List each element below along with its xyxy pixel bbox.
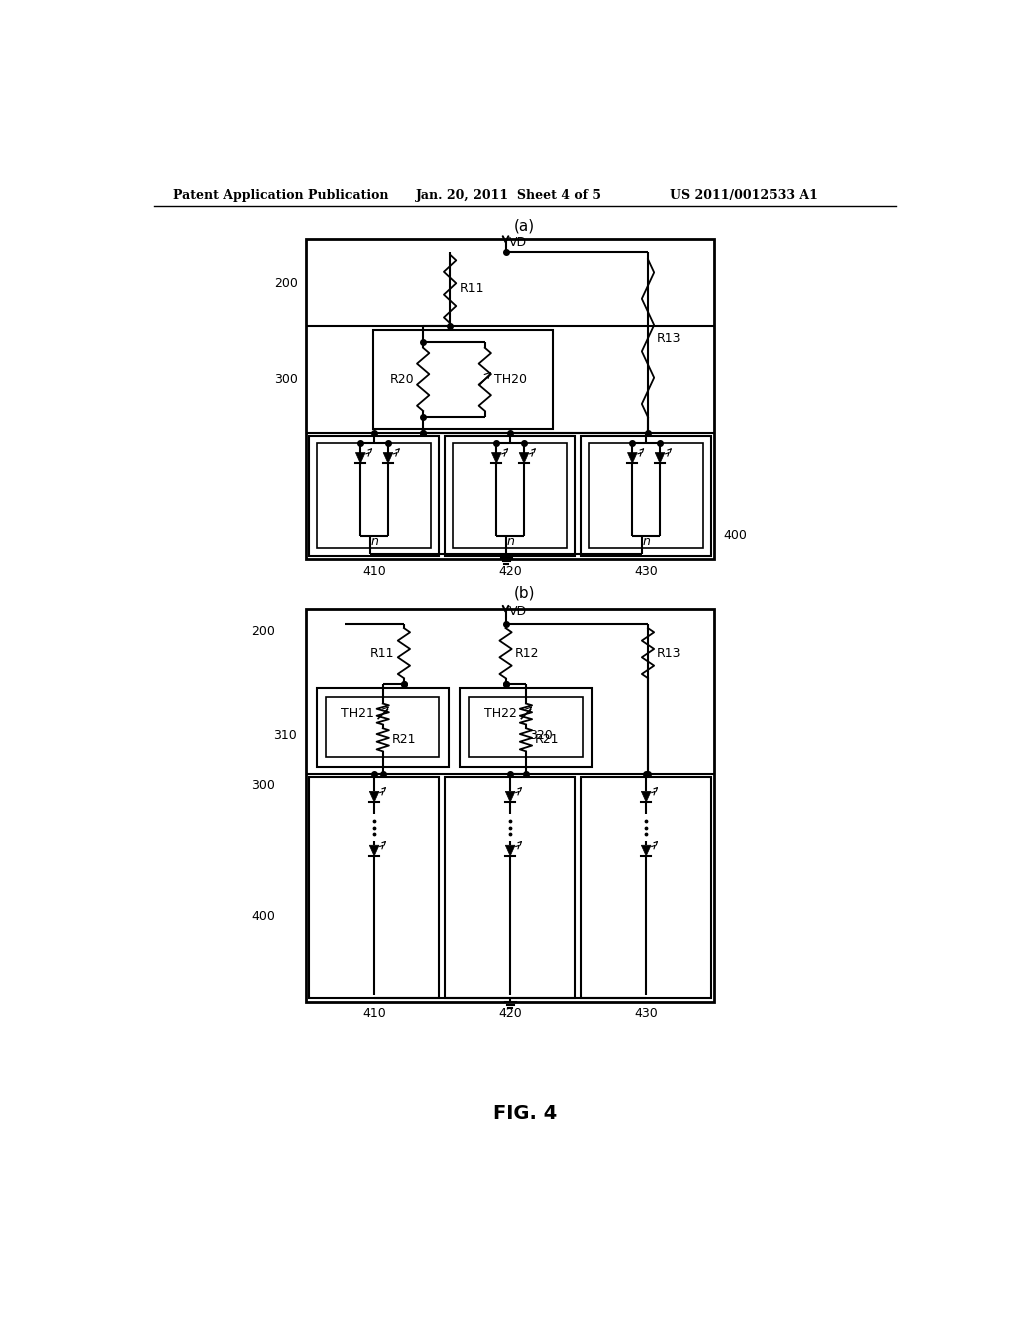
Text: VD: VD xyxy=(509,236,527,249)
Text: 400: 400 xyxy=(724,529,748,543)
Text: 300: 300 xyxy=(274,372,298,385)
Text: R11: R11 xyxy=(370,647,394,660)
Text: 410: 410 xyxy=(362,565,386,578)
Text: 430: 430 xyxy=(634,1007,658,1020)
Text: 200: 200 xyxy=(252,626,275,639)
Bar xyxy=(373,330,553,429)
Bar xyxy=(460,688,592,767)
Bar xyxy=(309,777,439,998)
Text: 420: 420 xyxy=(499,1007,522,1020)
Text: R21: R21 xyxy=(536,734,560,746)
Text: R20: R20 xyxy=(389,372,414,385)
Text: 430: 430 xyxy=(634,565,658,578)
Polygon shape xyxy=(628,453,637,463)
Bar xyxy=(582,436,711,556)
Text: 410: 410 xyxy=(362,1007,386,1020)
Bar xyxy=(445,777,575,998)
Text: n: n xyxy=(506,536,514,548)
Text: R13: R13 xyxy=(657,331,682,345)
Text: R21: R21 xyxy=(392,734,417,746)
Text: 310: 310 xyxy=(273,730,297,742)
Text: 200: 200 xyxy=(274,277,298,289)
Text: (a): (a) xyxy=(514,219,536,234)
Polygon shape xyxy=(505,845,515,857)
Polygon shape xyxy=(505,792,515,803)
Text: (b): (b) xyxy=(514,586,536,601)
Text: 400: 400 xyxy=(252,911,275,924)
Text: VD: VD xyxy=(509,606,527,619)
Text: R13: R13 xyxy=(657,647,682,660)
Text: Patent Application Publication: Patent Application Publication xyxy=(173,189,388,202)
Text: R11: R11 xyxy=(460,282,484,296)
Bar xyxy=(306,609,714,1002)
Polygon shape xyxy=(370,845,379,857)
Bar xyxy=(326,697,439,758)
Bar xyxy=(582,777,711,998)
Polygon shape xyxy=(370,792,379,803)
Polygon shape xyxy=(641,845,651,857)
Polygon shape xyxy=(519,453,528,463)
Text: 420: 420 xyxy=(499,565,522,578)
Bar xyxy=(453,444,567,548)
Bar xyxy=(589,444,703,548)
Bar xyxy=(309,436,439,556)
Bar xyxy=(445,436,575,556)
Bar xyxy=(306,239,714,558)
Text: TH20: TH20 xyxy=(494,372,527,385)
Text: 320: 320 xyxy=(529,730,553,742)
Polygon shape xyxy=(655,453,665,463)
Polygon shape xyxy=(641,792,651,803)
Polygon shape xyxy=(492,453,501,463)
Text: n: n xyxy=(371,536,378,548)
Text: 300: 300 xyxy=(252,779,275,792)
Text: n: n xyxy=(642,536,650,548)
Bar xyxy=(469,697,583,758)
Text: R12: R12 xyxy=(515,647,540,660)
Bar xyxy=(316,444,431,548)
Bar xyxy=(316,688,449,767)
Text: TH22: TH22 xyxy=(484,708,517,721)
Polygon shape xyxy=(383,453,393,463)
Text: Jan. 20, 2011  Sheet 4 of 5: Jan. 20, 2011 Sheet 4 of 5 xyxy=(416,189,601,202)
Text: TH21: TH21 xyxy=(341,708,374,721)
Text: US 2011/0012533 A1: US 2011/0012533 A1 xyxy=(670,189,817,202)
Text: FIG. 4: FIG. 4 xyxy=(493,1104,557,1123)
Polygon shape xyxy=(355,453,366,463)
